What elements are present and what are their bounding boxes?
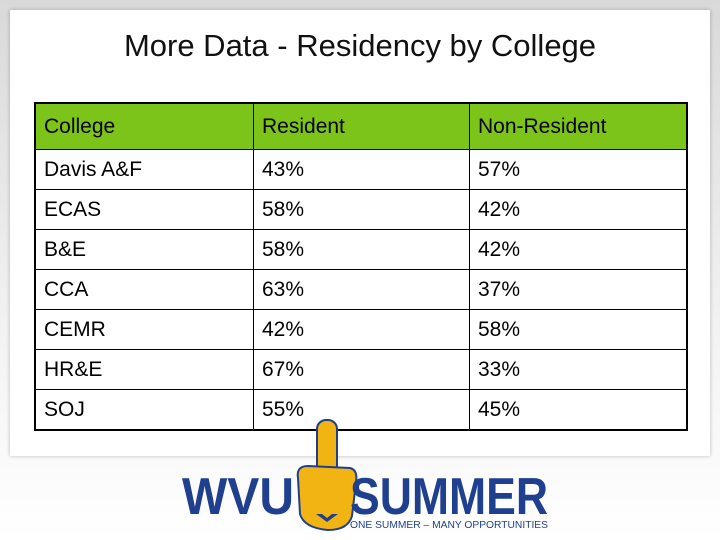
table-cell: 42% xyxy=(469,189,688,230)
table-cell: ECAS xyxy=(34,189,254,230)
table-cell: 43% xyxy=(253,149,470,190)
table-cell: 67% xyxy=(253,349,470,390)
table-cell: 55% xyxy=(253,389,470,431)
table-row: SOJ 55% 45% xyxy=(34,389,688,431)
foam-finger xyxy=(296,419,358,532)
logo-tagline: ONE SUMMER – MANY OPPORTUNITIES xyxy=(350,520,548,531)
table-cell: 57% xyxy=(469,149,688,190)
column-header: Resident xyxy=(253,102,470,150)
table-row: CEMR 42% 58% xyxy=(34,309,688,350)
table-cell: 58% xyxy=(253,189,470,230)
column-header: Non-Resident xyxy=(469,102,688,150)
table-cell: B&E xyxy=(34,229,254,270)
table-cell: 58% xyxy=(253,229,470,270)
table-row: B&E 58% 42% xyxy=(34,229,688,270)
table-cell: 37% xyxy=(469,269,688,310)
table-cell: 58% xyxy=(469,309,688,350)
wvu-summer-logo: WVU SUMMER ONE SUMMER – MANY OPPORTUNITI… xyxy=(182,419,548,532)
table-row: Davis A&F 43% 57% xyxy=(34,149,688,190)
logo-summer: SUMMER xyxy=(350,468,548,526)
table-cell: CCA xyxy=(34,269,254,310)
table-cell: 42% xyxy=(253,309,470,350)
table-cell: Davis A&F xyxy=(34,149,254,190)
table-cell: 33% xyxy=(469,349,688,390)
table-row: HR&E 67% 33% xyxy=(34,349,688,390)
slide-title: More Data - Residency by College xyxy=(123,28,597,63)
table-cell: CEMR xyxy=(34,309,254,350)
table-cell: 63% xyxy=(253,269,470,310)
table-cell: 45% xyxy=(469,389,688,431)
header-row: College Resident Non-Resident xyxy=(34,102,688,150)
table-row: ECAS 58% 42% xyxy=(34,189,688,230)
table-row: CCA 63% 37% xyxy=(34,269,688,310)
logo-wvu: WVU xyxy=(182,468,294,526)
table-cell: HR&E xyxy=(34,349,254,390)
table-cell: SOJ xyxy=(34,389,254,431)
table-cell: 42% xyxy=(469,229,688,270)
residency-table: College Resident Non-Resident Davis A&F 43%… xyxy=(34,102,688,431)
column-header: College xyxy=(34,102,254,150)
table-body: Davis A&F 43% 57% ECAS 58% 42% B&E 58% 42% CCA 63%… xyxy=(34,149,688,431)
